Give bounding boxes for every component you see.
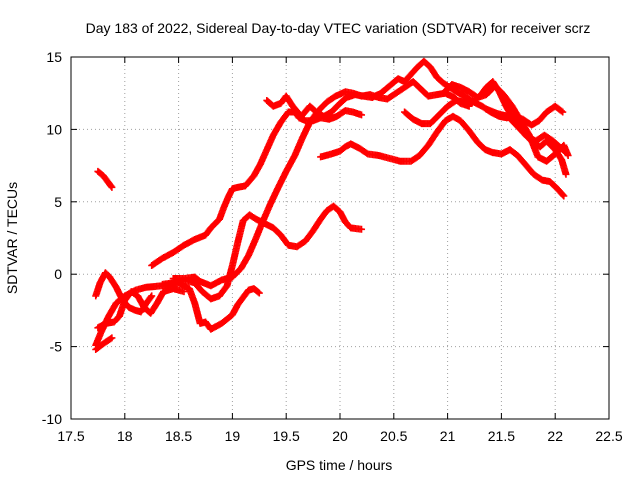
data-point (561, 148, 569, 156)
series-s13 (482, 105, 570, 157)
y-tick-label: -5 (50, 339, 63, 355)
data-point (560, 192, 568, 200)
series-s10 (317, 112, 568, 200)
x-tick-label: 22.5 (595, 428, 622, 444)
data-point (557, 107, 565, 115)
data-point (107, 335, 115, 343)
series-s9 (263, 57, 567, 129)
x-tick-label: 21 (440, 428, 456, 444)
y-axis-label: SDTVAR / TECUs (4, 182, 20, 294)
data-point (254, 288, 262, 296)
data-point (108, 183, 116, 191)
x-tick-label: 19.5 (273, 428, 300, 444)
series-s4 (92, 334, 116, 353)
x-tick-label: 20.5 (380, 428, 407, 444)
data-point (559, 191, 567, 199)
data-point (147, 293, 155, 301)
series-s11 (401, 78, 570, 178)
series-s6 (148, 107, 366, 270)
x-tick-label: 21.5 (488, 428, 515, 444)
data-point (358, 111, 366, 119)
data-point (107, 182, 115, 190)
data-point (559, 108, 567, 116)
y-tick-label: 15 (46, 49, 62, 65)
x-tick-label: 18.5 (165, 428, 192, 444)
chart-title: Day 183 of 2022, Sidereal Day-to-day VTE… (86, 20, 591, 36)
x-tick-label: 20 (332, 428, 348, 444)
axis-ticks: 17.5 18 18.5 19 19.5 20 20.5 21 21.5 22 22.5 -10 -5 0… (42, 49, 623, 444)
x-axis-label: GPS time / hours (286, 457, 393, 473)
x-tick-label: 19 (225, 428, 241, 444)
series-s8 (169, 78, 473, 290)
y-tick-label: -10 (42, 411, 62, 427)
y-tick-label: 0 (54, 266, 62, 282)
x-tick-label: 22 (547, 428, 563, 444)
data-point (562, 170, 570, 178)
data-point (148, 292, 156, 300)
series-s1 (94, 167, 116, 191)
data-series (92, 57, 572, 353)
data-point (562, 149, 570, 157)
data-point (358, 225, 366, 233)
series-s7 (158, 202, 366, 303)
data-point (255, 289, 263, 297)
data-point (108, 334, 116, 342)
x-tick-label: 17.5 (57, 428, 84, 444)
series-s5 (92, 279, 263, 349)
x-tick-label: 18 (117, 428, 133, 444)
y-tick-label: 10 (46, 121, 62, 137)
y-tick-label: 5 (54, 194, 62, 210)
